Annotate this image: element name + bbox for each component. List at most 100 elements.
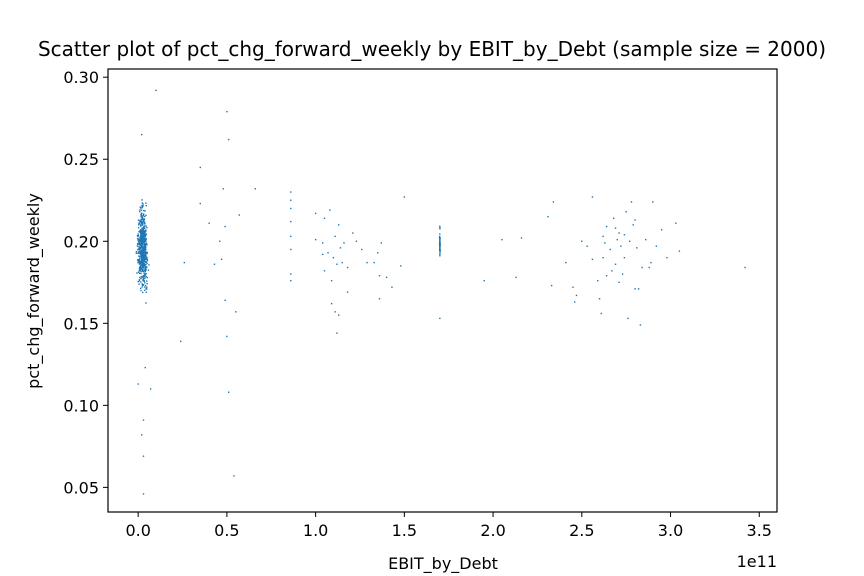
scatter-point [138, 260, 141, 262]
scatter-point [226, 335, 228, 338]
scatter-point [139, 248, 141, 251]
scatter-point [141, 215, 144, 217]
scatter-point [322, 242, 324, 244]
scatter-point [330, 302, 333, 305]
y-tick-label: 0.25 [63, 150, 99, 169]
scatter-point [139, 229, 142, 231]
scatter-point [140, 220, 142, 223]
scatter-point [144, 225, 146, 227]
scatter-point [141, 264, 143, 266]
scatter-point [141, 216, 144, 219]
scatter-point [314, 212, 317, 215]
scatter-point [290, 199, 292, 201]
scatter-point [144, 282, 146, 284]
scatter-point [143, 222, 145, 225]
scatter-point [520, 237, 523, 239]
scatter-point [581, 240, 583, 242]
scatter-point [224, 225, 226, 228]
scatter-point [550, 284, 553, 287]
scatter-point [137, 383, 139, 385]
scatter-point [137, 240, 140, 243]
scatter-point [143, 227, 145, 230]
scatter-point [137, 235, 139, 238]
scatter-point [144, 234, 146, 236]
scatter-point [143, 239, 145, 241]
scatter-point [439, 247, 441, 250]
scatter-point [146, 262, 148, 264]
scatter-point [337, 314, 340, 316]
scatter-point [139, 220, 141, 222]
scatter-point [145, 233, 148, 235]
scatter-point [219, 240, 221, 242]
scatter-point [199, 202, 201, 205]
scatter-point [140, 272, 142, 275]
scatter-point [141, 283, 143, 285]
scatter-point [140, 209, 143, 211]
scatter-point [138, 283, 140, 285]
scatter-point [143, 221, 146, 223]
scatter-point [138, 255, 140, 257]
scatter-point [141, 218, 143, 220]
scatter-point [139, 236, 142, 238]
scatter-point [143, 244, 145, 246]
scatter-point [439, 248, 441, 251]
scatter-point [515, 276, 517, 279]
scatter-point [145, 202, 147, 204]
scatter-point [137, 219, 140, 221]
x-tick-label: 3.5 [747, 521, 772, 540]
scatter-point [144, 257, 146, 259]
scatter-point [678, 250, 681, 252]
y-tick-label: 0.30 [63, 68, 99, 87]
scatter-point [183, 261, 186, 264]
scatter-point [141, 238, 144, 241]
scatter-point [314, 238, 317, 241]
scatter-point [139, 265, 142, 268]
scatter-point [143, 209, 145, 212]
scatter-point [329, 209, 331, 211]
scatter-point [141, 269, 144, 271]
scatter-point [137, 239, 139, 242]
scatter-point [138, 272, 141, 274]
scatter-point [137, 281, 140, 283]
scatter-point [378, 275, 381, 277]
scatter-point [627, 317, 629, 320]
scatter-point [142, 235, 145, 237]
scatter-point [322, 253, 324, 256]
scatter-point [235, 311, 237, 313]
scatter-point [630, 201, 633, 203]
scatter-point [366, 261, 368, 264]
scatter-point [139, 232, 142, 235]
scatter-point [144, 256, 147, 258]
scatter-point [142, 262, 145, 265]
scatter-point [144, 239, 146, 241]
scatter-point [145, 243, 148, 245]
scatter-point [227, 138, 230, 141]
scatter-point [346, 291, 349, 293]
scatter-point [143, 245, 145, 248]
scatter-point [144, 233, 147, 235]
scatter-point [145, 291, 147, 293]
scatter-point [142, 278, 144, 281]
scatter-point [605, 225, 608, 228]
scatter-point [145, 214, 147, 217]
scatter-point [137, 224, 140, 226]
scatter-point [330, 279, 333, 282]
scatter-point [140, 243, 142, 245]
scatter-point [139, 257, 141, 260]
scatter-point [403, 196, 406, 198]
scatter-point [220, 258, 223, 261]
scatter-point [140, 250, 143, 252]
scatter-point [439, 241, 441, 243]
scatter-point [145, 269, 147, 272]
scatter-point [336, 332, 338, 334]
scatter-point [140, 207, 142, 209]
scatter-point [623, 256, 626, 259]
scatter-point [141, 206, 144, 208]
scatter-point [143, 247, 146, 250]
scatter-point [439, 317, 441, 320]
scatter-point [143, 238, 145, 240]
scatter-point [138, 239, 141, 241]
scatter-point [140, 254, 142, 257]
scatter-point [139, 261, 142, 263]
